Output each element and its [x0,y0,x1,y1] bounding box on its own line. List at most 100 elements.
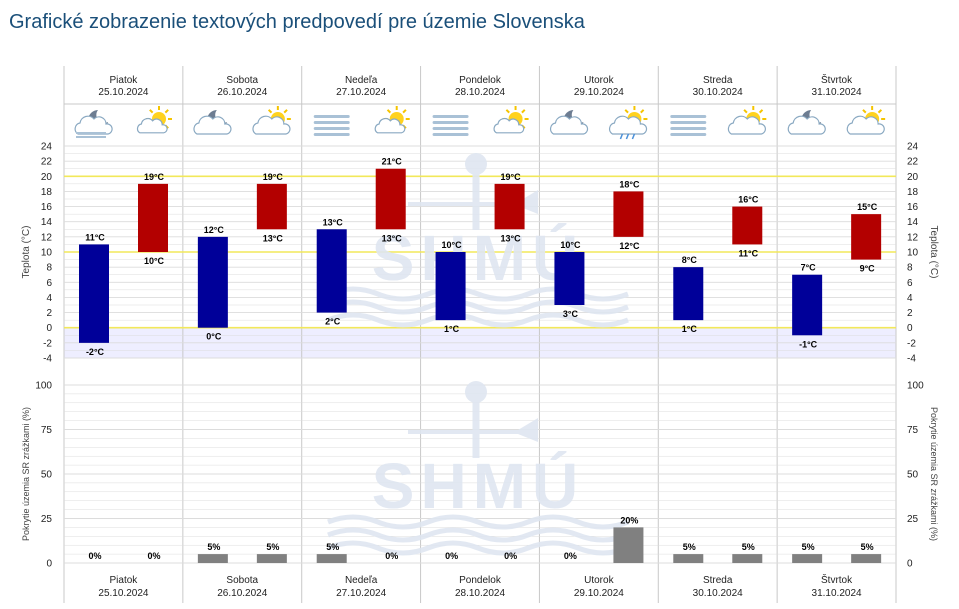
min-temp-label: 13°C [263,233,284,243]
fog-line [432,121,469,124]
precip-value-label: 5% [266,542,279,552]
day-name: Nedeľa [345,575,378,586]
max-temp-label: 15°C [857,202,878,212]
max-temp-label: 12°C [204,225,225,235]
sun-ray [505,109,510,114]
max-temp-label: 16°C [738,195,759,205]
day-date: 26.10.2024 [217,87,267,98]
sun-ray [149,109,154,114]
night-precip-bar [673,554,704,563]
fog-line [432,115,469,118]
night-temp-bar [197,236,228,328]
precip-value-label: 0% [564,551,577,561]
cloudy-moon-icon [193,110,232,135]
fog-line [313,121,350,124]
cloudy-moon-icon [550,110,589,135]
sun-ray [402,109,407,114]
day-name: Streda [703,75,733,86]
fog-icon [670,115,707,136]
cloud-shape [609,115,648,135]
y-tick-right: 8 [907,263,913,274]
watermark-cup [465,153,487,175]
max-temp-label: 19°C [144,172,165,182]
y-tick-right: 25 [907,514,919,525]
day-temp-bar [494,183,525,230]
y-tick-right: 2 [907,308,913,319]
day-footers: Piatok 25.10.2024 Sobota 26.10.2024 Nedeľa 27… [98,573,862,599]
night-temp-bar [673,267,704,321]
cloudy-sun-icon [727,106,767,135]
day-date: 25.10.2024 [98,87,148,98]
day-date: 28.10.2024 [455,588,505,599]
day-date: 27.10.2024 [336,588,386,599]
min-temp-label: -1°C [799,339,818,349]
day-name: Pondelok [459,575,502,586]
rain-drop [625,133,630,140]
y-tick-left: -2 [43,338,52,349]
y-tick-right: 10 [907,248,919,259]
y-tick-left: 0 [46,559,52,570]
fog-line [313,127,350,130]
precip-value-label: 0% [385,551,398,561]
day-precip-bar [851,554,882,563]
watermark-wave [327,299,629,315]
y-axis-label-left: Teplota (°C) [21,226,32,279]
y-tick-right: 6 [907,278,913,289]
cloud-shape [136,117,168,134]
watermark-wave [327,312,629,328]
day-name: Streda [703,575,733,586]
max-temp-label: 18°C [619,179,640,189]
day-name: Sobota [226,575,258,586]
precip-value-label: 0% [445,551,458,561]
partly-cloudy-sun-icon [136,106,172,134]
day-precip-bar [732,554,763,563]
precip-value-label: 0% [504,551,517,561]
min-temp-label: 2°C [325,317,341,327]
day-date: 30.10.2024 [693,87,743,98]
rain-drop [619,133,624,140]
fog-line [313,133,350,136]
y-tick-right: 24 [907,142,919,153]
cloud-shape [374,117,406,134]
min-temp-label: 11°C [738,248,758,258]
y-tick-right: 22 [907,157,919,168]
y-tick-right: 75 [907,425,919,436]
y-tick-left: 22 [41,157,53,168]
page-title: Grafické zobrazenie textových predpovedí… [9,11,585,33]
y-tick-left: 100 [35,381,52,392]
fog-line [313,115,350,118]
day-date: 27.10.2024 [336,87,386,98]
cloudy-moon-icon [787,110,826,135]
precipitation-chart: 0 0 25 25 50 50 75 75 100 100 Pokrytie územia SR z… [21,381,939,570]
y-tick-left: 24 [41,142,53,153]
day-date: 30.10.2024 [693,588,743,599]
day-date: 31.10.2024 [812,588,862,599]
precip-value-label: 0% [88,551,101,561]
min-temp-label: 1°C [682,324,698,334]
fog-line [670,127,707,130]
sun-ray [267,109,273,114]
fog-line [670,115,707,118]
day-temp-bar [375,168,406,230]
day-name: Pondelok [459,75,502,86]
day-temp-bar [256,183,287,230]
watermark-text: SHMÚ [372,450,584,522]
max-temp-label: 10°C [442,240,463,250]
cloudy-moon-fog-icon [74,110,113,138]
cloud-shape [550,115,589,135]
precip-value-label: 5% [207,542,220,552]
min-temp-label: 0°C [206,332,222,342]
y-tick-left: 16 [41,202,53,213]
fog-line [670,121,707,124]
watermark-wave [327,540,629,556]
fog-icon [432,115,469,136]
cloud-shape [727,115,766,135]
fog-line [432,127,469,130]
max-temp-label: 11°C [85,232,105,242]
fog-icon [313,115,350,136]
cloud-shape [787,115,826,135]
y-tick-left: 18 [41,187,53,198]
day-name: Štvrtok [821,573,853,586]
precip-value-label: 5% [326,542,339,552]
